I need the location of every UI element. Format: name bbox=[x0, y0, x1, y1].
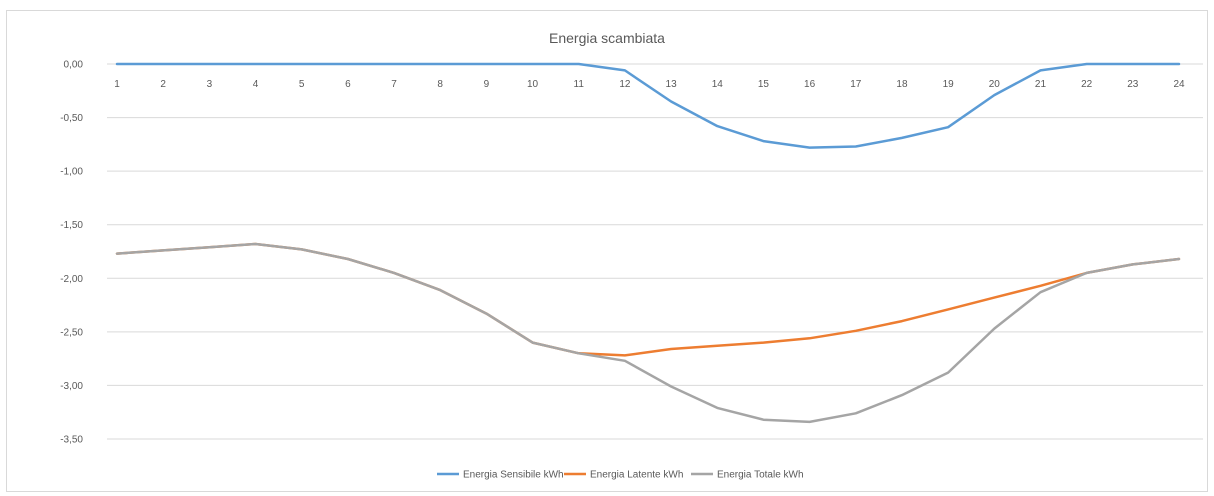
x-tick-label: 2 bbox=[160, 79, 166, 90]
x-tick-label: 8 bbox=[437, 79, 443, 90]
legend-label: Energia Sensibile kWh bbox=[463, 470, 564, 481]
x-tick-label: 22 bbox=[1081, 79, 1093, 90]
x-tick-label: 3 bbox=[207, 79, 213, 90]
x-tick-label: 20 bbox=[989, 79, 1001, 90]
x-tick-label: 13 bbox=[666, 79, 678, 90]
legend: Energia Sensibile kWh Energia Latente kWh… bbox=[437, 470, 804, 481]
chart-title: Energia scambiata bbox=[549, 30, 665, 46]
x-tick-label: 4 bbox=[253, 79, 259, 90]
x-tick-label: 18 bbox=[896, 79, 908, 90]
x-tick-label: 1 bbox=[114, 79, 120, 90]
x-axis-ticks: 1 2 3 4 5 6 7 8 9 10 11 12 13 14 15 16 17 18 19 20 21 22 23 24 bbox=[114, 79, 1185, 90]
x-tick-label: 5 bbox=[299, 79, 305, 90]
y-tick-label: -3,00 bbox=[60, 381, 83, 392]
x-tick-label: 21 bbox=[1035, 79, 1047, 90]
gridlines bbox=[107, 63, 1203, 440]
x-tick-label: 24 bbox=[1173, 79, 1185, 90]
legend-item: Energia Sensibile kWh bbox=[437, 470, 564, 481]
x-tick-label: 15 bbox=[758, 79, 770, 90]
line-chart: Energia scambiata 0,00 -0,50 -1,00 -1,50 -2,… bbox=[60, 30, 1203, 481]
y-tick-label: -1,50 bbox=[60, 220, 83, 231]
x-tick-label: 10 bbox=[527, 79, 539, 90]
y-tick-label: -0,50 bbox=[60, 113, 83, 124]
legend-item: Energia Totale kWh bbox=[691, 470, 804, 481]
x-tick-label: 16 bbox=[804, 79, 816, 90]
x-tick-label: 9 bbox=[484, 79, 490, 90]
series-lines bbox=[115, 62, 1181, 424]
y-tick-label: -3,50 bbox=[60, 435, 83, 446]
legend-item: Energia Latente kWh bbox=[564, 470, 683, 481]
series-line-2 bbox=[115, 242, 1181, 357]
y-axis-ticks: 0,00 -0,50 -1,00 -1,50 -2,00 -2,50 -3,00 -3,50 bbox=[60, 60, 83, 446]
x-tick-label: 11 bbox=[574, 79, 585, 90]
y-tick-label: 0,00 bbox=[64, 60, 84, 71]
x-tick-label: 7 bbox=[391, 79, 397, 90]
x-tick-label: 12 bbox=[619, 79, 631, 90]
chart-area: Energia scambiata 0,00 -0,50 -1,00 -1,50 -2,… bbox=[6, 10, 1208, 492]
x-tick-label: 6 bbox=[345, 79, 351, 90]
legend-label: Energia Latente kWh bbox=[590, 470, 683, 481]
x-tick-label: 19 bbox=[943, 79, 955, 90]
x-tick-label: 23 bbox=[1127, 79, 1139, 90]
x-tick-label: 14 bbox=[712, 79, 724, 90]
series-line-3 bbox=[115, 242, 1181, 424]
x-tick-label: 17 bbox=[850, 79, 862, 90]
y-tick-label: -2,50 bbox=[60, 327, 83, 338]
legend-label: Energia Totale kWh bbox=[717, 470, 804, 481]
series-line-1 bbox=[115, 62, 1181, 149]
y-tick-label: -2,00 bbox=[60, 274, 83, 285]
y-tick-label: -1,00 bbox=[60, 167, 83, 178]
